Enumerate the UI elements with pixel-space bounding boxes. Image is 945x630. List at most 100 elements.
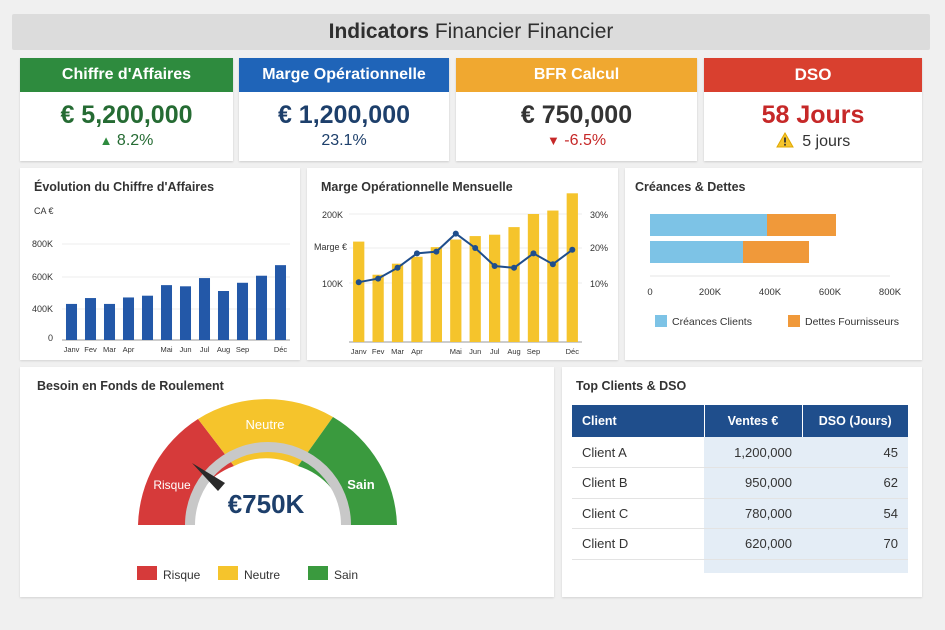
kpi-card-revenue[interactable]: Chiffre d'Affaires € 5,200,000 ▲ 8.2% <box>20 58 233 161</box>
y-tick-label: 800K <box>32 239 53 249</box>
x-tick-label: Jul <box>490 347 500 356</box>
revenue-bar <box>65 303 78 340</box>
margin-chart-panel: Marge Opérationnelle Mensuelle 100K Marge… <box>307 168 618 360</box>
kpi-card-bfr[interactable]: BFR Calcul € 750,000 ▼ -6.5% <box>456 58 697 161</box>
margin-bar <box>391 263 404 342</box>
client-sales: 780,000 <box>704 498 802 529</box>
table-row[interactable]: Client B 950,000 62 <box>572 467 908 499</box>
debts-chart-panel: Créances & Dettes 0 200K 400K 600K 800K Créan… <box>625 168 922 360</box>
y2-tick-label: 20% <box>590 243 608 253</box>
margin-bar <box>547 210 559 342</box>
margin-rate-point <box>549 261 556 268</box>
x-tick-label: Mar <box>103 345 116 354</box>
x-tick-label: Apr <box>411 347 423 356</box>
kpi-card-dso[interactable]: DSO 58 Jours 5 jours <box>704 58 922 161</box>
x-tick-label: 400K <box>759 287 782 298</box>
margin-rate-point <box>530 250 537 257</box>
x-tick-label: Aug <box>507 347 520 356</box>
revenue-bar <box>217 291 230 340</box>
gauge-legend-risque: Risque <box>137 566 200 582</box>
gauge-title: Besoin en Fonds de Roulement <box>37 379 224 393</box>
client-name: Client D <box>572 528 704 560</box>
kpi-title: Chiffre d'Affaires <box>20 58 233 92</box>
margin-rate-point <box>355 279 362 286</box>
margin-rate-point <box>472 245 479 251</box>
x-tick-label: Mai <box>450 347 462 356</box>
gauge-segment-risque <box>138 419 234 525</box>
client-dso: 62 <box>802 467 908 499</box>
client-dso: 70 <box>802 528 908 560</box>
margin-rate-point <box>394 264 401 271</box>
kpi-title: BFR Calcul <box>456 58 697 92</box>
kpi-value: € 1,200,000 <box>277 101 411 129</box>
y-tick-label: 0 <box>48 333 53 343</box>
x-tick-label: Jul <box>200 345 210 354</box>
y-axis-label: Marge € <box>314 242 347 252</box>
table-row[interactable]: Client D 620,000 70 <box>572 528 908 560</box>
margin-chart: 100K Marge € 200K 10% 20% 30% Janv Fev Mar Apr Mai… <box>314 193 608 356</box>
x-tick-label: Déc <box>566 347 580 356</box>
receivables-bar <box>650 214 767 236</box>
client-name: Client B <box>572 467 704 499</box>
debts-chart: 0 200K 400K 600K 800K Créances Clients Dettes … <box>647 214 902 328</box>
revenue-bar <box>84 298 97 340</box>
y-axis-label: CA € <box>34 206 54 216</box>
y-tick-label: 100K <box>322 279 343 289</box>
gauge-label-risque: Risque <box>153 478 191 492</box>
kpi-title: DSO <box>704 58 922 92</box>
margin-rate-point <box>452 230 459 237</box>
kpi-change: 23.1% <box>239 132 449 150</box>
client-dso: 54 <box>802 498 908 529</box>
gauge-value: €750K <box>228 489 305 519</box>
title-rest: Financier Financier <box>434 20 614 43</box>
legend-swatch-payables <box>788 315 800 327</box>
legend-swatch <box>218 566 238 580</box>
y-tick-label: 600K <box>32 272 53 282</box>
payables-bar <box>743 241 809 263</box>
gauge-label-neutre: Neutre <box>245 417 284 432</box>
gauge-panel: Besoin en Fonds de Roulement Risque Neut… <box>20 367 554 597</box>
gauge-segment-sain <box>298 417 397 525</box>
receivables-bar <box>650 241 743 263</box>
revenue-bar <box>274 265 287 340</box>
column-header[interactable]: Ventes € <box>703 405 802 437</box>
x-tick-label: Fev <box>84 345 97 354</box>
warning-icon <box>775 131 794 148</box>
revenue-chart-panel: Évolution du Chiffre d'Affaires CA € 0 400… <box>20 168 300 360</box>
legend-swatch <box>137 566 157 580</box>
margin-rate-point <box>433 248 440 255</box>
column-header[interactable]: Client <box>572 405 704 437</box>
triangle-down-icon: ▼ <box>546 133 560 148</box>
margin-bar <box>430 247 443 342</box>
triangle-up-icon: ▲ <box>99 133 113 148</box>
kpi-change-value: 23.1% <box>321 132 367 149</box>
x-tick-label: Jun <box>469 347 481 356</box>
margin-bar <box>372 274 384 342</box>
gauge-label-sain: Sain <box>347 477 375 492</box>
x-tick-label: Déc <box>274 345 288 354</box>
client-dso: 45 <box>802 437 908 468</box>
legend-receivables: Créances Clients <box>672 316 752 328</box>
legend-swatch <box>308 566 328 580</box>
margin-rate-point <box>511 264 518 271</box>
revenue-bar <box>198 278 211 340</box>
kpi-change-value: 5 jours <box>802 133 851 150</box>
margin-bar <box>566 193 578 342</box>
margin-bar <box>411 256 423 342</box>
x-tick-label: 0 <box>647 287 652 298</box>
column-header[interactable]: DSO (Jours) <box>801 405 908 437</box>
table-row[interactable]: Client A 1,200,000 45 <box>572 437 908 468</box>
y-tick-label: 400K <box>32 304 53 314</box>
table-header-row: Client Ventes € DSO (Jours) <box>572 405 908 437</box>
revenue-bar <box>179 286 192 340</box>
margin-bar <box>469 236 481 342</box>
kpi-change: ▼ -6.5% <box>456 132 697 150</box>
client-name: Client A <box>572 437 704 468</box>
margin-bar <box>450 239 462 342</box>
table-row[interactable]: Client C 780,000 54 <box>572 498 908 529</box>
kpi-card-margin[interactable]: Marge Opérationnelle € 1,200,000 23.1% <box>239 58 449 161</box>
legend-payables: Dettes Fournisseurs <box>805 316 899 328</box>
top-clients-title: Top Clients & DSO <box>576 379 687 393</box>
y2-tick-label: 10% <box>590 279 608 289</box>
kpi-change: ▲ 8.2% <box>20 132 233 150</box>
